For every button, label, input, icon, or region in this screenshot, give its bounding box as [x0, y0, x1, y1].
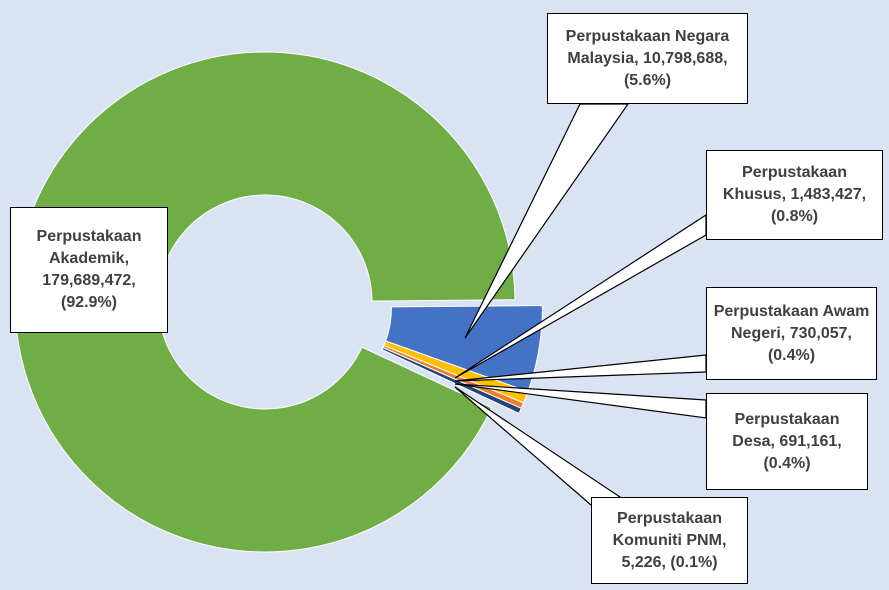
label-part: 730,057 — [789, 324, 848, 342]
data-label: Perpustakaan Desa, 691,161, (0.4%) — [706, 393, 868, 490]
data-label: Perpustakaan Komuniti PNM, 5,226, (0.1%) — [591, 497, 748, 584]
label-part: (0.1%) — [670, 553, 718, 571]
label-part: Perpustakaan Awam Negeri — [713, 302, 870, 342]
label-part: 691,161 — [779, 432, 838, 450]
label-part: Perpustakaan Desa — [732, 410, 840, 450]
label-part: , — [780, 324, 790, 342]
label-part: , — [661, 553, 671, 571]
label-part: (92.9%) — [60, 294, 118, 311]
label-part: (5.6%) — [623, 71, 672, 89]
label-part: , — [634, 49, 644, 67]
label-part: Perpustakaan Negara Malaysia — [565, 27, 730, 67]
data-label-text: Perpustakaan Khusus, 1,483,427, (0.8%) — [711, 162, 878, 228]
data-label-text: Perpustakaan Awam Negeri, 730,057, (0.4%… — [711, 301, 872, 367]
label-part: 1,483,427 — [790, 186, 862, 203]
data-label: Perpustakaan Negara Malaysia, 10,798,688… — [547, 13, 748, 104]
data-label: Perpustakaan Akademik, 179,689,472, (92.… — [10, 207, 168, 333]
label-part: , — [721, 531, 727, 549]
label-part: 10,798,688 — [643, 49, 724, 67]
data-label-text: Perpustakaan Desa, 691,161, (0.4%) — [711, 409, 863, 475]
label-part: , — [847, 324, 852, 342]
label-part: , — [770, 432, 780, 450]
slice — [381, 348, 520, 415]
label-part: Perpustakaan Khusus — [722, 164, 847, 203]
label-part: 179,689,472 — [42, 272, 132, 289]
label-part: , — [837, 432, 842, 450]
data-label-text: Perpustakaan Negara Malaysia, 10,798,688… — [552, 26, 743, 92]
label-part: (0.8%) — [770, 208, 819, 225]
label-part: 5,226 — [621, 553, 662, 571]
leader-line — [454, 386, 622, 506]
label-part: , — [124, 250, 130, 267]
leader-line — [464, 103, 630, 339]
label-part: (0.4%) — [767, 346, 816, 364]
data-label-text: Perpustakaan Komuniti PNM, 5,226, (0.1%) — [596, 508, 743, 574]
label-part: Perpustakaan Komuniti PNM — [612, 509, 722, 549]
label-part: , — [723, 49, 728, 67]
label-part: , — [861, 186, 867, 203]
label-part: , — [131, 272, 136, 289]
label-part: (0.4%) — [763, 454, 811, 472]
slice — [14, 51, 516, 553]
data-label-text: Perpustakaan Akademik, 179,689,472, (92.… — [15, 226, 163, 314]
label-part: Perpustakaan Akademik — [36, 228, 142, 267]
label-part: , — [781, 186, 791, 203]
data-label: Perpustakaan Awam Negeri, 730,057, (0.4%… — [706, 287, 877, 380]
data-label: Perpustakaan Khusus, 1,483,427, (0.8%) — [706, 150, 883, 240]
